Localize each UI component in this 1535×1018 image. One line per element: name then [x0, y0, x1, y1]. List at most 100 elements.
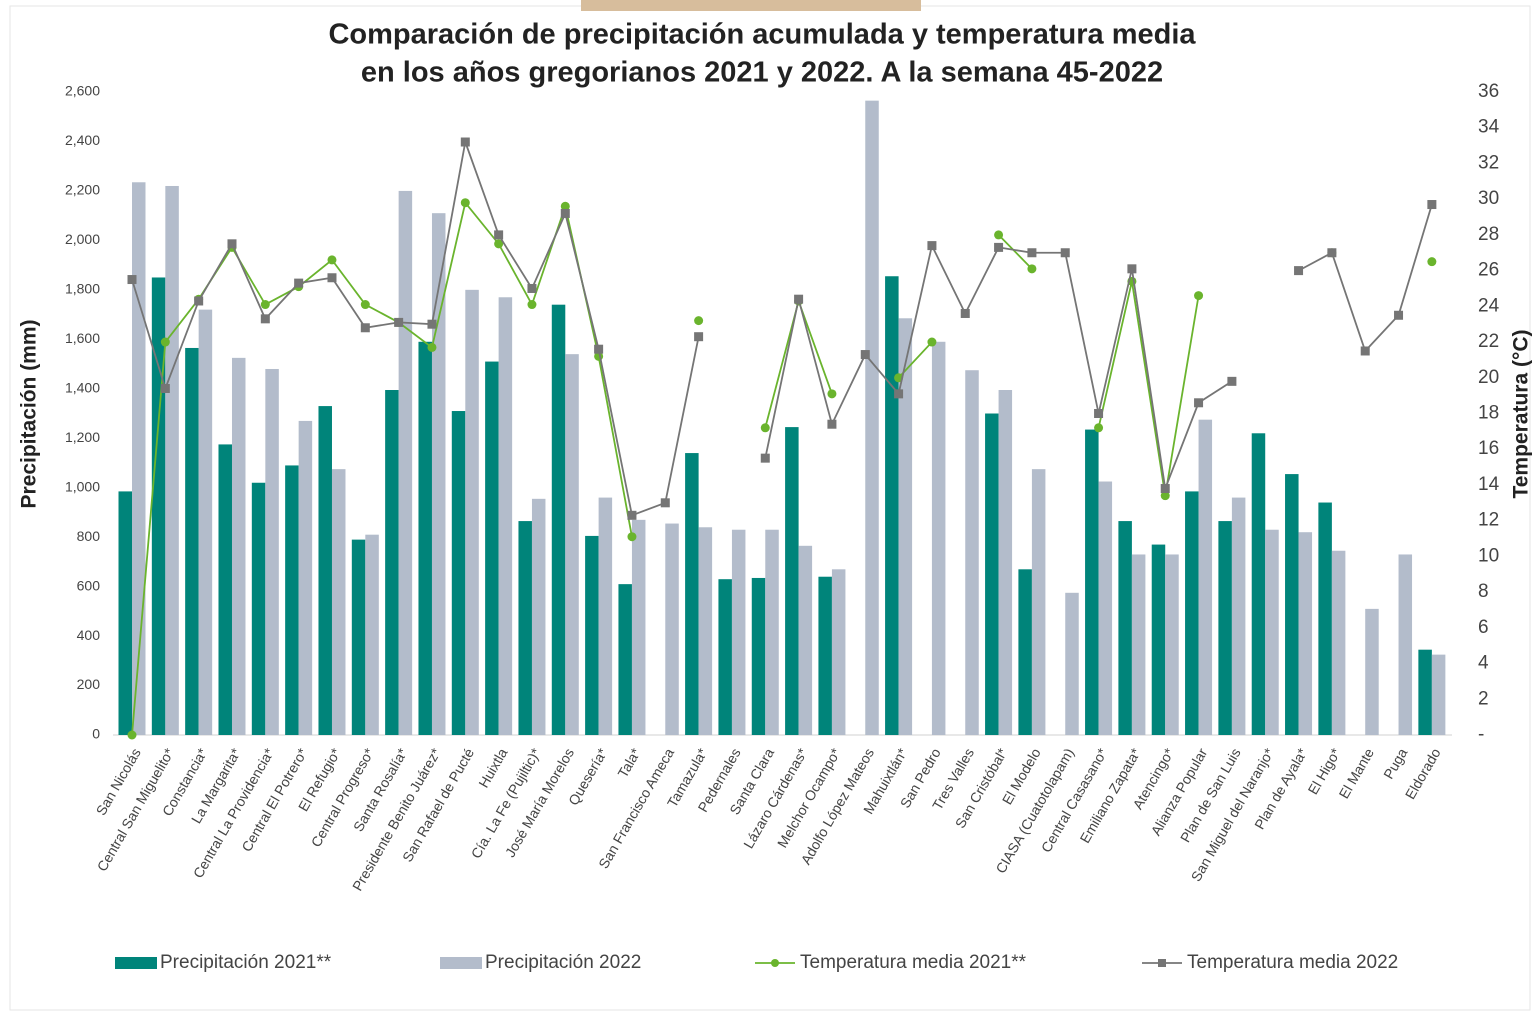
bar: [185, 347, 199, 735]
bar: [1065, 592, 1079, 735]
marker: [460, 198, 470, 208]
y-axis-label: Precipitación (mm): [18, 319, 41, 508]
bar: [365, 534, 379, 735]
bar: [965, 370, 979, 735]
marker: [627, 510, 637, 520]
y2-tick-label: 6: [1478, 617, 1489, 638]
legend-marker: [1158, 959, 1166, 967]
bar: [198, 309, 213, 735]
bar: [231, 357, 246, 735]
bar: [531, 498, 546, 735]
bar: [165, 185, 179, 735]
marker: [560, 201, 570, 211]
bar: [318, 406, 332, 735]
marker: [194, 296, 204, 306]
bar: [665, 523, 679, 735]
bar: [1085, 429, 1099, 735]
marker: [927, 241, 937, 251]
y2-tick-label: 10: [1478, 545, 1499, 566]
bar: [731, 529, 746, 735]
y2-tick-label: 34: [1478, 117, 1500, 138]
y-tick-label: 2,600: [65, 83, 100, 99]
bar: [385, 390, 399, 735]
marker: [594, 344, 604, 354]
legend-label: Precipitación 2022: [485, 952, 641, 973]
marker: [1427, 200, 1437, 210]
y-tick-label: 1,400: [65, 379, 100, 395]
marker: [760, 453, 770, 463]
marker: [1227, 376, 1237, 386]
marker: [527, 300, 537, 310]
bar: [251, 482, 266, 735]
bar: [132, 182, 146, 735]
bar: [1365, 608, 1379, 735]
legend-label: Precipitación 2021**: [160, 952, 332, 973]
bar: [1251, 433, 1266, 735]
marker: [360, 323, 370, 333]
bar: [565, 354, 579, 735]
y-tick-label: 2,200: [65, 182, 100, 198]
bar: [785, 427, 799, 735]
y-tick-label: 1,800: [65, 281, 100, 297]
bar: [1185, 491, 1199, 735]
y-tick-label: 800: [77, 528, 101, 544]
bar: [518, 521, 532, 735]
marker: [127, 275, 137, 285]
bar: [1118, 521, 1132, 735]
y2-tick-label: 8: [1478, 581, 1489, 602]
bar: [1398, 554, 1413, 735]
bar: [931, 341, 946, 735]
marker: [360, 300, 370, 310]
bar: [451, 411, 466, 735]
y2-tick-label: 2: [1478, 688, 1489, 709]
y2-tick-label: 22: [1478, 331, 1499, 352]
marker: [1360, 346, 1370, 356]
legend-swatch: [115, 957, 157, 969]
bar: [265, 368, 279, 735]
bar: [151, 277, 166, 735]
marker: [127, 730, 137, 740]
bar: [865, 100, 879, 736]
bar: [1298, 532, 1313, 735]
bar: [398, 190, 413, 735]
marker: [1160, 484, 1170, 494]
y-tick-label: 2,400: [65, 132, 100, 148]
bar: [118, 491, 132, 735]
marker: [560, 208, 570, 218]
bar: [465, 289, 479, 735]
bar: [1198, 419, 1213, 735]
marker: [1094, 423, 1104, 433]
y-tick-label: 2,000: [65, 231, 100, 247]
marker: [927, 337, 937, 347]
marker: [1194, 398, 1204, 408]
bar: [331, 469, 346, 735]
bar: [1131, 554, 1146, 735]
bar: [1231, 497, 1246, 735]
marker: [460, 137, 470, 147]
marker: [327, 255, 337, 265]
y2-tick-label: 36: [1478, 81, 1499, 102]
bar: [765, 529, 779, 735]
marker: [994, 230, 1004, 240]
bar: [885, 276, 899, 735]
marker: [1194, 291, 1204, 301]
top-tab: [581, 0, 921, 11]
marker: [960, 308, 970, 318]
bar: [1318, 502, 1332, 735]
y-tick-label: 400: [77, 627, 101, 643]
bar: [1031, 469, 1046, 735]
marker: [494, 230, 504, 240]
marker: [1127, 264, 1137, 274]
y2-tick-label: 26: [1478, 260, 1499, 281]
marker: [1060, 248, 1070, 258]
bar: [618, 584, 632, 735]
y2-tick-label: 24: [1478, 295, 1500, 316]
marker: [427, 342, 437, 352]
marker: [660, 498, 670, 508]
marker: [694, 316, 704, 326]
y2-tick-label: 20: [1478, 367, 1499, 388]
y-tick-label: 600: [77, 577, 101, 593]
y2-tick-label: 12: [1478, 510, 1499, 531]
